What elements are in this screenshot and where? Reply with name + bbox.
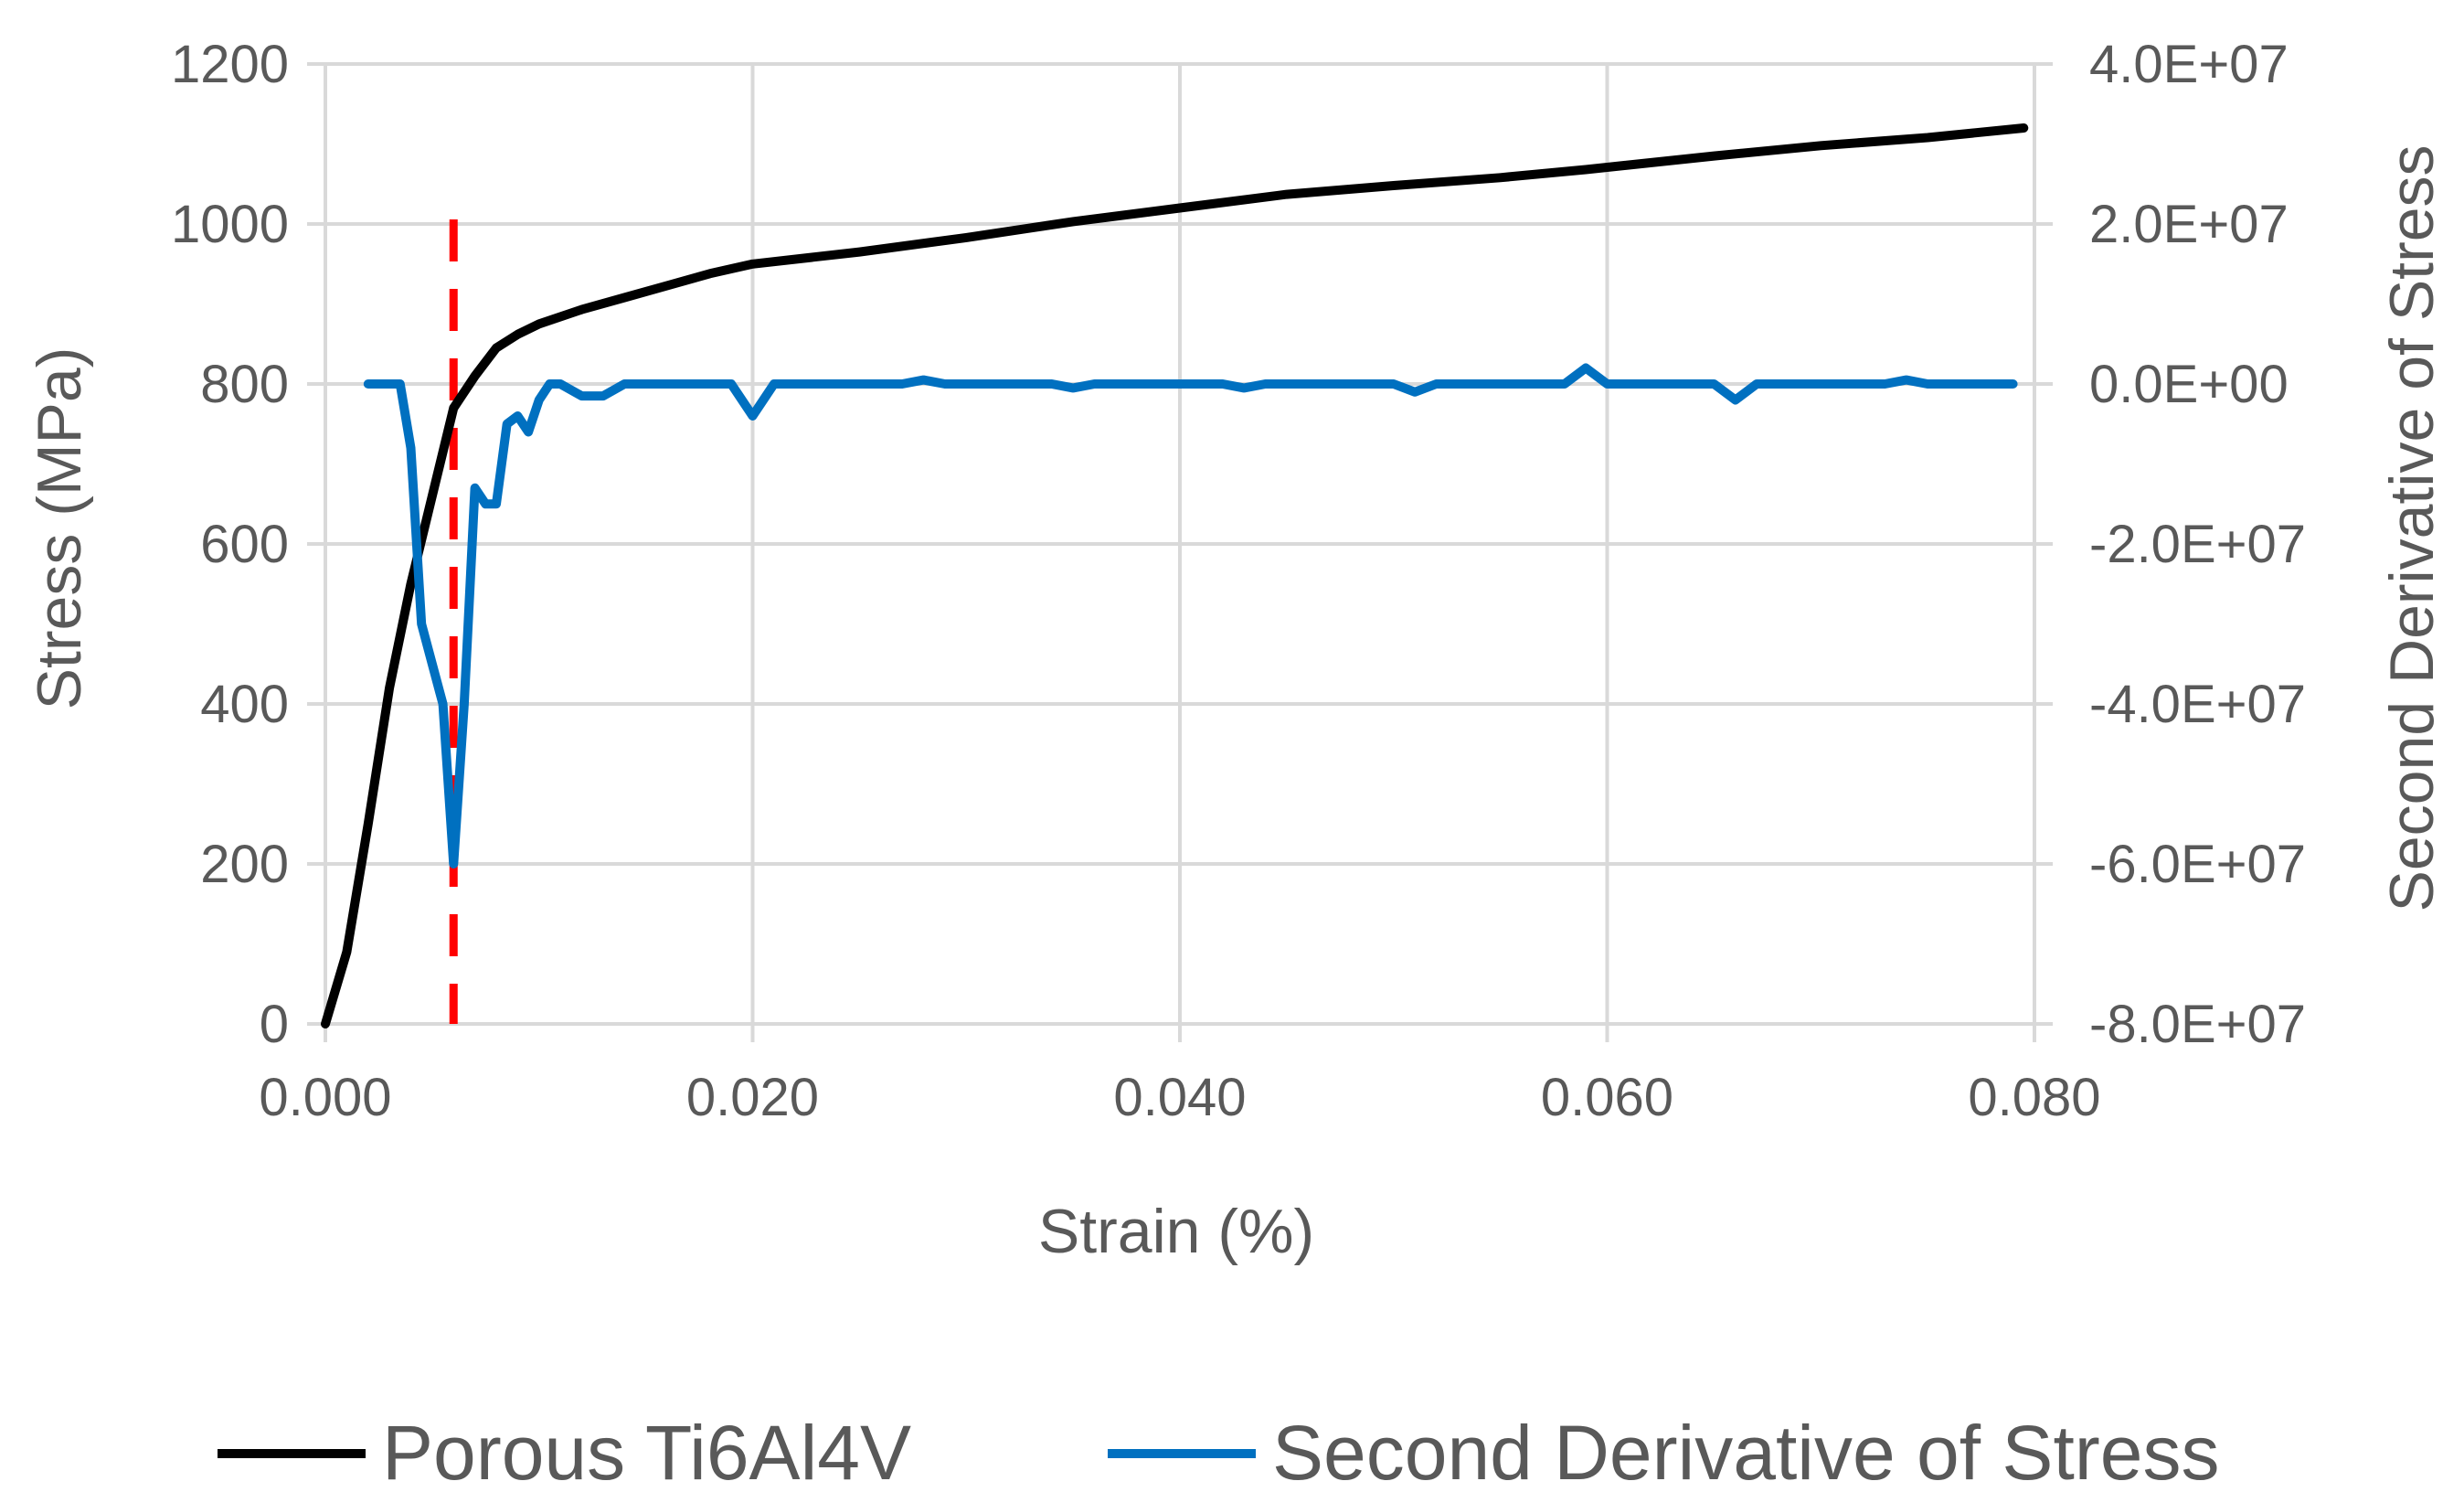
y-tick-label: 1200 [171,35,289,94]
series-layer [321,123,2029,1028]
axis-layer [307,62,2053,1042]
x-tick-label: 0.020 [686,1068,819,1127]
legend-label-second-derivative: Second Derivative of Stress [1272,1410,2219,1492]
legend-label-porous: Porous Ti6Al4V [382,1410,911,1492]
y2-tick-label: -6.0E+07 [2089,835,2306,894]
y2-tick-label: 2.0E+07 [2089,195,2289,254]
x-tick-label: 0.080 [1968,1068,2100,1127]
legend: Porous Ti6Al4V Second Derivative of Stre… [218,1410,2219,1492]
y2-tick-label: 0.0E+00 [2089,355,2289,414]
y2-tick-label: -4.0E+07 [2089,675,2306,734]
series-line-porous-ti6al4v [321,123,2029,1028]
y-tick-label: 800 [200,355,289,414]
label-layer: 0 200 400 600 800 1000 1200 -8.0E+07 -6.0E+07 -4.… [171,35,2306,1127]
y2-tick-label: -8.0E+07 [2089,995,2306,1054]
series-line-second-derivative [363,363,2018,869]
y-tick-label: 600 [200,515,289,574]
y2-tick-label: -2.0E+07 [2089,515,2306,574]
y-tick-label: 200 [200,835,289,894]
y-tick-label: 0 [260,995,289,1054]
y-axis-title: Stress (MPa) [25,347,94,710]
x-axis-title: Strain (%) [1038,1197,1314,1266]
grid-layer [325,62,2034,1024]
y2-axis-title: Second Derivative of Stress [2377,144,2447,911]
x-tick-label: 0.060 [1541,1068,1673,1127]
y2-tick-label: 4.0E+07 [2089,35,2289,94]
y-tick-label: 1000 [171,195,289,254]
y-tick-label: 400 [200,675,289,734]
x-tick-label: 0.000 [259,1068,391,1127]
x-tick-label: 0.040 [1113,1068,1246,1127]
